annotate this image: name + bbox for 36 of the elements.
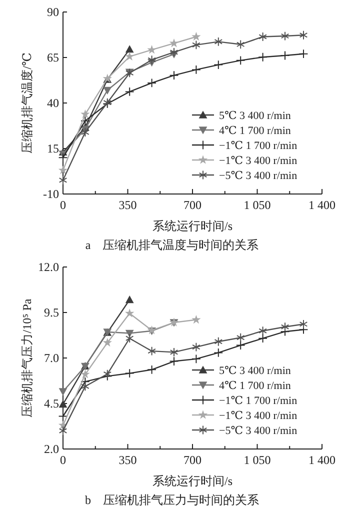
legend-label: 5℃ 3 400 r/min bbox=[219, 110, 292, 122]
x-tick-label: 700 bbox=[184, 198, 202, 212]
x-tick-label: 1 400 bbox=[308, 453, 336, 467]
text: b 压缩机排气压力与时间的关系 bbox=[85, 493, 259, 507]
y-tick-label: 65 bbox=[47, 50, 59, 64]
x-tick-label: 1 400 bbox=[308, 198, 336, 212]
x-tick-label: 350 bbox=[118, 198, 137, 212]
x-tick-label: 0 bbox=[60, 198, 66, 212]
y-tick-label: -10 bbox=[43, 187, 59, 201]
legend-label: −5℃ 3 400 r/min bbox=[219, 170, 298, 182]
y-tick-label: 2.0 bbox=[44, 442, 59, 456]
x-tick-label: 1 050 bbox=[244, 453, 271, 467]
x-tick-label: 0 bbox=[60, 453, 66, 467]
y-tick-label: 4.5 bbox=[44, 396, 59, 410]
x-axis-title: 系统运行时间/s bbox=[152, 219, 233, 233]
y-axis-title: 压缩机排气温度/℃ bbox=[20, 52, 34, 154]
legend-label: −1℃ 1 700 r/min bbox=[219, 395, 298, 407]
y-tick-label: 9.5 bbox=[44, 306, 59, 320]
legend-label: −5℃ 3 400 r/min bbox=[219, 425, 298, 437]
legend-label: −1℃ 3 400 r/min bbox=[219, 410, 298, 422]
legend-label: −1℃ 1 700 r/min bbox=[219, 140, 298, 152]
y-tick-label: 40 bbox=[47, 96, 59, 110]
y-tick-label: 12.0 bbox=[38, 260, 59, 274]
y-tick-label: 90 bbox=[47, 5, 59, 19]
legend-label: 4℃ 1 700 r/min bbox=[219, 380, 292, 392]
legend-label: 4℃ 1 700 r/min bbox=[219, 125, 292, 137]
legend-label: −1℃ 3 400 r/min bbox=[219, 155, 298, 167]
x-tick-label: 1 050 bbox=[244, 198, 271, 212]
legend-label: 5℃ 3 400 r/min bbox=[219, 365, 292, 377]
x-tick-label: 350 bbox=[118, 453, 137, 467]
y-tick-label: 15 bbox=[47, 142, 59, 156]
x-tick-label: 700 bbox=[184, 453, 202, 467]
y-tick-label: 7.0 bbox=[44, 351, 59, 365]
y-axis-title: 压缩机排气压力/10⁵ Pa bbox=[20, 298, 34, 418]
x-axis-title: 系统运行时间/s bbox=[152, 474, 233, 488]
text: a 压缩机排气温度与时间的关系 bbox=[85, 238, 259, 252]
